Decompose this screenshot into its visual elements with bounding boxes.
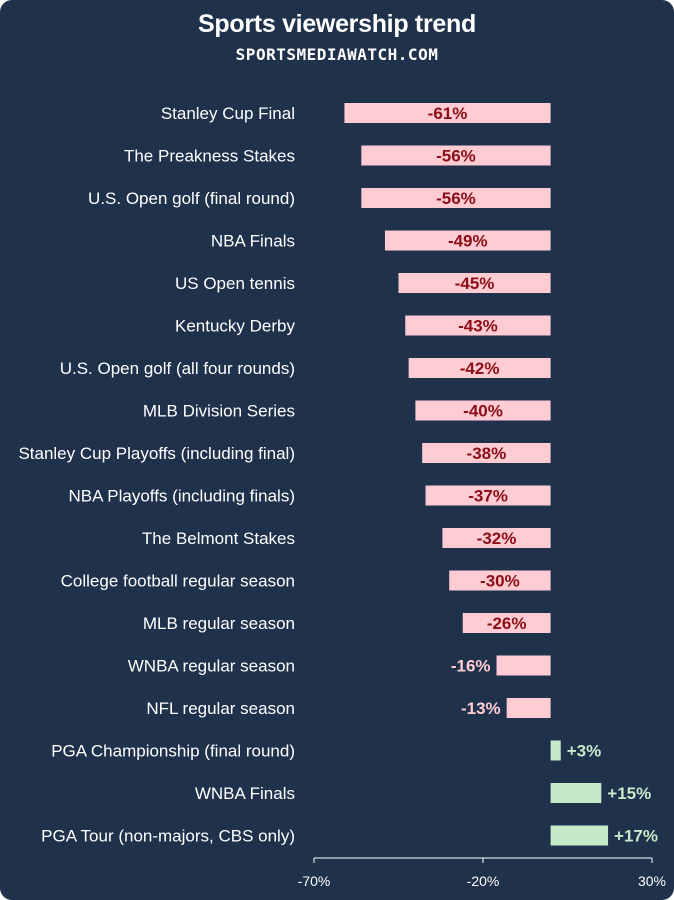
negative-bar bbox=[408, 358, 551, 378]
value-label: -49% bbox=[448, 232, 488, 251]
negative-bar bbox=[422, 443, 551, 463]
category-label: PGA Championship (final round) bbox=[51, 742, 295, 761]
value-label: -38% bbox=[467, 444, 507, 463]
value-label: -43% bbox=[458, 317, 498, 336]
positive-bar bbox=[550, 740, 561, 761]
negative-bar bbox=[361, 145, 551, 166]
value-label: +15% bbox=[607, 784, 651, 803]
negative-bar bbox=[462, 613, 551, 633]
negative-bar bbox=[415, 400, 551, 421]
value-label: -30% bbox=[480, 572, 520, 591]
value-label: -16% bbox=[451, 657, 491, 676]
value-label: -56% bbox=[436, 147, 476, 166]
value-label: -56% bbox=[436, 189, 476, 208]
negative-bar bbox=[405, 315, 551, 336]
negative-bar bbox=[496, 655, 551, 676]
category-label: NBA Finals bbox=[211, 232, 295, 251]
category-label: MLB Division Series bbox=[143, 402, 295, 421]
category-label: MLB regular season bbox=[143, 614, 295, 633]
value-label: -42% bbox=[460, 359, 500, 378]
category-label: NFL regular season bbox=[146, 699, 295, 718]
category-label: Kentucky Derby bbox=[175, 317, 295, 336]
category-label: Stanley Cup Final bbox=[161, 104, 295, 123]
positive-bar bbox=[550, 825, 609, 846]
value-label: +17% bbox=[614, 827, 658, 846]
category-label: WNBA regular season bbox=[128, 657, 295, 676]
category-label: The Preakness Stakes bbox=[124, 147, 295, 166]
value-label: -61% bbox=[428, 104, 468, 123]
value-label: -26% bbox=[487, 614, 527, 633]
negative-bar bbox=[442, 528, 551, 548]
negative-bar bbox=[398, 273, 551, 293]
category-label: US Open tennis bbox=[175, 274, 295, 293]
chart-subtitle: SPORTSMEDIAWATCH.COM bbox=[235, 45, 439, 64]
category-label: U.S. Open golf (all four rounds) bbox=[60, 359, 295, 378]
category-label: WNBA Finals bbox=[195, 784, 295, 803]
negative-bar bbox=[506, 698, 551, 718]
category-label: The Belmont Stakes bbox=[142, 529, 295, 548]
value-label: -13% bbox=[461, 699, 501, 718]
negative-bar bbox=[361, 188, 551, 208]
value-label: -37% bbox=[468, 487, 508, 506]
negative-bar bbox=[449, 570, 551, 591]
category-label: U.S. Open golf (final round) bbox=[88, 189, 295, 208]
value-label: -40% bbox=[463, 402, 503, 421]
value-label: -32% bbox=[477, 529, 517, 548]
positive-bar bbox=[550, 783, 602, 803]
value-label: -45% bbox=[455, 274, 495, 293]
negative-bar bbox=[344, 103, 551, 123]
category-label: College football regular season bbox=[61, 572, 295, 591]
value-label: +3% bbox=[567, 742, 602, 761]
category-label: PGA Tour (non-majors, CBS only) bbox=[41, 827, 295, 846]
x-tick-label: 30% bbox=[638, 873, 666, 889]
x-tick-label: -70% bbox=[298, 873, 331, 889]
category-label: NBA Playoffs (including finals) bbox=[69, 487, 295, 506]
negative-bar bbox=[425, 485, 551, 506]
chart-title: Sports viewership trend bbox=[198, 10, 476, 38]
category-label: Stanley Cup Playoffs (including final) bbox=[18, 444, 295, 463]
negative-bar bbox=[384, 230, 551, 251]
x-tick-label: -20% bbox=[467, 873, 500, 889]
